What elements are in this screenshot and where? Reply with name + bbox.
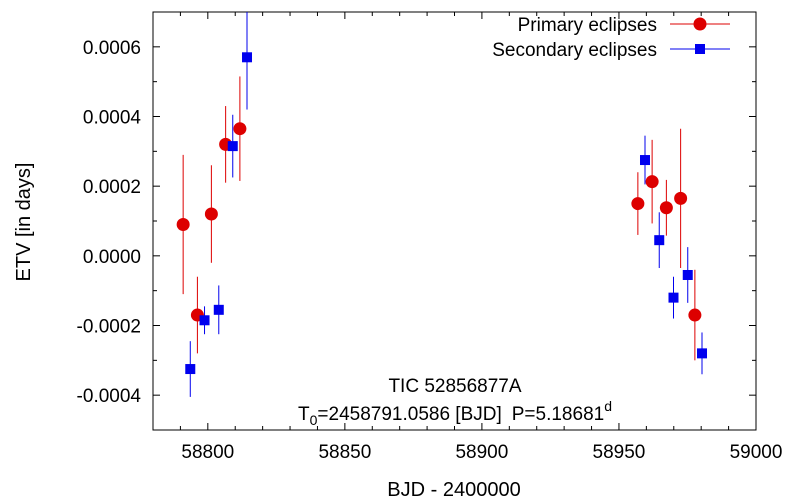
secondary-eclipse-point [227,141,238,152]
primary-eclipse-point [204,207,218,221]
ephemeris-annotation: T0=2458791.0586 [BJD] P=5.18681d [298,398,612,428]
secondary-eclipse-point [682,269,693,280]
legend-label-primary: Primary eclipses [518,15,657,36]
x-tick-label: 58850 [318,442,371,463]
y-tick-label: 0.0006 [83,38,141,59]
y-tick-label: -0.0002 [77,317,141,338]
x-tick-label: 59000 [730,442,783,463]
primary-eclipse-point [688,308,702,322]
x-tick-label: 58950 [593,442,646,463]
primary-eclipse-point [631,197,645,211]
x-tick-label: 58800 [181,442,234,463]
y-axis-label: ETV [in days] [13,163,35,282]
primary-eclipse-point [674,191,688,205]
legend-label-secondary: Secondary eclipses [492,40,657,61]
secondary-eclipse-point [654,235,665,246]
object-name-annotation: TIC 52856877A [388,376,521,397]
primary-eclipse-point [659,201,673,215]
period-superscript: d [604,398,612,414]
t0-subscript: 0 [310,412,318,428]
t0-symbol: T [298,404,310,425]
plot-frame [152,11,757,431]
t0-value: =2458791.0586 [BJD] [317,404,501,425]
period-value: P=5.18681 [512,404,604,425]
y-tick-label: -0.0004 [77,386,142,407]
y-tick-label: 0.0002 [83,177,141,198]
secondary-eclipse-point [639,155,650,166]
secondary-eclipse-point [185,364,196,375]
x-axis-label: BJD - 2400000 [387,479,520,501]
primary-eclipse-point [645,175,659,189]
axes: 58800 58850 58900 58950 59000 -0.0004 -0.0002 0… [77,11,783,463]
primary-eclipse-point [176,217,190,231]
legend: Primary eclipses Secondary eclipses [492,15,730,61]
legend-marker-secondary [695,44,705,54]
y-tick-label: 0.0000 [83,247,141,268]
secondary-eclipse-point [199,315,210,326]
y-tick-label: 0.0004 [83,108,142,129]
secondary-eclipse-point [213,304,224,315]
secondary-eclipse-point [697,348,708,359]
secondary-eclipse-point [242,52,253,63]
legend-marker-primary [693,17,707,31]
data-layer [176,12,708,397]
primary-eclipse-point [233,122,247,136]
x-tick-label: 58900 [455,442,508,463]
secondary-eclipse-point [668,292,679,303]
